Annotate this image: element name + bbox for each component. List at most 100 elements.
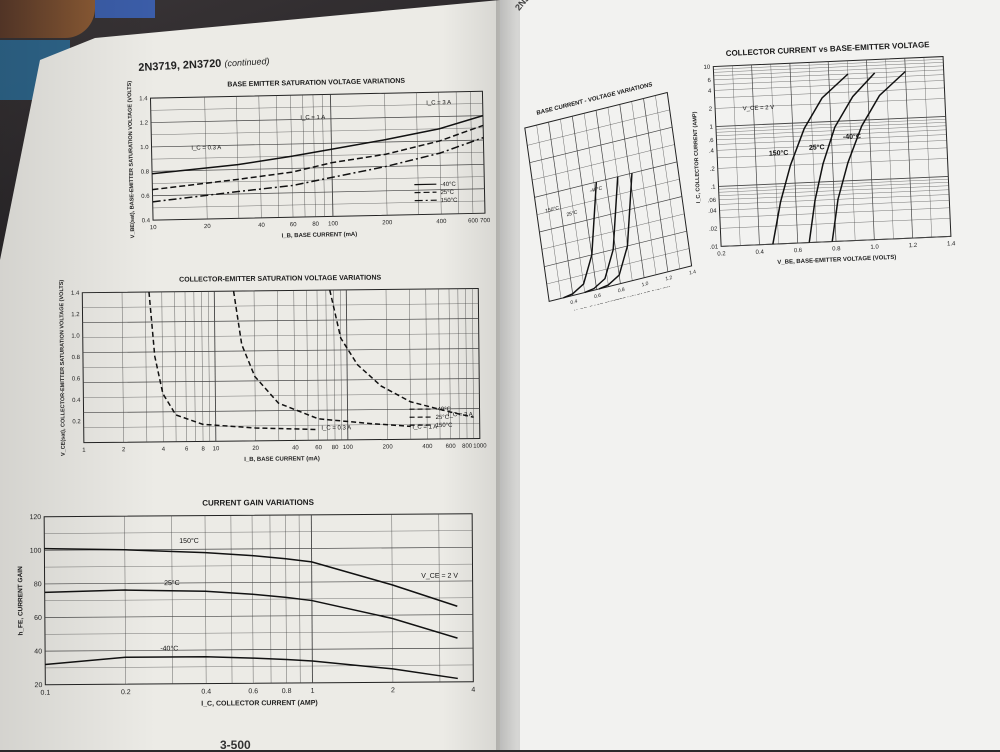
series-line <box>234 289 411 428</box>
grid-line <box>83 319 479 323</box>
y-tick-label: 1.2 <box>71 312 80 318</box>
grid-line <box>924 57 932 237</box>
y-tick-label: 0.6 <box>141 194 150 200</box>
y-tick-label: .6 <box>708 138 714 144</box>
y-tick-label: 1.4 <box>139 96 148 102</box>
x-tick-label: 60 <box>315 445 322 451</box>
chart-title: BASE EMITTER SATURATION VOLTAGE VARIATIO… <box>227 78 405 89</box>
grid-line <box>82 304 478 308</box>
series-line <box>149 290 318 431</box>
x-tick-label: 10 <box>213 446 220 452</box>
x-tick-label: 0.4 <box>201 689 211 696</box>
x-tick-label: 0.8 <box>618 287 626 295</box>
chart-vbe-sat: BASE EMITTER SATURATION VOLTAGE VARIATIO… <box>110 67 493 245</box>
grid-line <box>45 581 473 584</box>
series-line <box>330 289 474 419</box>
grid-line <box>83 334 479 338</box>
chart-vce-sat: COLLECTOR-EMITTER SATURATION VOLTAGE VAR… <box>52 260 489 475</box>
grid-line <box>45 631 473 634</box>
series-label: -40°C <box>160 645 178 653</box>
x-tick-label: 200 <box>382 220 393 226</box>
x-tick-label: 0.6 <box>794 248 803 254</box>
x-tick-label: 0.4 <box>755 250 764 256</box>
x-tick-label: 0.6 <box>248 688 258 695</box>
grid-line <box>83 394 479 398</box>
grid-line <box>572 116 596 289</box>
x-tick-label: 40 <box>258 223 265 229</box>
grid-line <box>790 63 798 243</box>
y-tick-label: 0.8 <box>72 355 81 361</box>
series-label: 25°C <box>164 579 180 587</box>
grid-line <box>655 95 679 268</box>
x-tick-label: 400 <box>436 219 447 225</box>
x-tick-label: 4 <box>162 447 166 453</box>
y-tick-label: .4 <box>709 148 715 154</box>
x-tick-label: 1.4 <box>947 241 956 247</box>
grid-line <box>152 152 484 159</box>
series-line <box>802 73 882 243</box>
y-tick-label: 6 <box>707 78 711 84</box>
chart-vce-sat-svg: COLLECTOR-EMITTER SATURATION VOLTAGE VAR… <box>52 260 489 475</box>
y-axis-label: h_FE, CURRENT GAIN <box>17 566 24 636</box>
grid-line <box>153 201 485 208</box>
grid-line <box>45 615 473 618</box>
x-tick-label: 0.8 <box>832 246 841 252</box>
grid-line <box>632 101 656 274</box>
series-line <box>766 74 856 244</box>
desk-object-dark <box>95 0 155 18</box>
x-axis-label: I_C, COLLECTOR CURRENT (AMP) <box>201 700 318 708</box>
y-tick-label: 4 <box>708 89 712 95</box>
grid-line <box>44 531 472 534</box>
x-tick-label: 6 <box>185 447 189 453</box>
chart-title: COLLECTOR CURRENT vs BASE-EMITTER VOLTAG… <box>726 40 931 58</box>
grid-line <box>905 58 913 238</box>
x-tick-label: 80 <box>312 222 319 228</box>
grid-line <box>83 379 479 383</box>
y-tick-label: 120 <box>29 514 41 521</box>
x-tick-label: 80 <box>332 445 339 451</box>
x-tick-label: 400 <box>422 444 433 450</box>
y-tick-label: 10 <box>704 65 712 71</box>
chart-ic-vbe: COLLECTOR CURRENT vs BASE-EMITTER VOLTAG… <box>680 26 960 283</box>
series-label: 150°C <box>769 149 789 158</box>
grid-line <box>311 515 312 683</box>
y-tick-label: 0.4 <box>142 218 151 224</box>
annotation-label: I_C = 1 A <box>412 424 437 430</box>
annotation-label: 150°C <box>545 205 560 214</box>
chart-title: COLLECTOR-EMITTER SATURATION VOLTAGE VAR… <box>179 275 381 284</box>
series-label: 25°C <box>809 143 825 152</box>
x-tick-label: 1.2 <box>665 275 673 283</box>
annotation-label: 25°C <box>566 210 578 219</box>
x-tick-label: 200 <box>383 444 394 450</box>
x-tick-label: 0.2 <box>717 251 726 257</box>
x-tick-label: 4 <box>471 687 475 694</box>
series-line <box>825 72 913 242</box>
annotation-label: I_C = 0.3 A <box>191 145 221 152</box>
x-tick-label: 0.1 <box>40 690 50 697</box>
y-axis-label: I_C, COLLECTOR CURRENT (AMP) <box>692 111 702 203</box>
grid-line <box>45 598 473 601</box>
grid-line <box>560 119 584 292</box>
grid-line <box>584 113 608 286</box>
grid-line <box>866 60 874 240</box>
y-tick-label: .04 <box>708 208 717 214</box>
x-tick-label: 700 <box>480 218 491 224</box>
x-tick-label: 0.8 <box>282 688 292 695</box>
x-axis-label: V_BE, BASE-EMITTER VOLTAGE (VOLTS) <box>777 255 896 266</box>
chart-vbe-partial-svg: BASE CURRENT - VOLTAGE VARIATIONS0.40.60… <box>512 41 702 318</box>
x-tick-label: 100 <box>328 221 339 227</box>
y-tick-label: 60 <box>34 615 42 622</box>
x-tick-label: 1.2 <box>909 243 918 249</box>
grid-line <box>45 564 473 567</box>
grid-line <box>847 61 855 241</box>
annotation-label: I_C = 1 A <box>300 115 325 122</box>
grid-line <box>644 98 668 271</box>
x-tick-label: 0.4 <box>570 299 578 307</box>
x-tick-label: 1.0 <box>870 245 879 251</box>
y-tick-label: 0.2 <box>72 419 81 425</box>
y-tick-label: 40 <box>34 648 42 655</box>
grid-line <box>83 364 479 368</box>
y-tick-label: .02 <box>709 226 718 232</box>
grid-line <box>732 66 740 246</box>
chart-title: CURRENT GAIN VARIATIONS <box>202 498 314 508</box>
